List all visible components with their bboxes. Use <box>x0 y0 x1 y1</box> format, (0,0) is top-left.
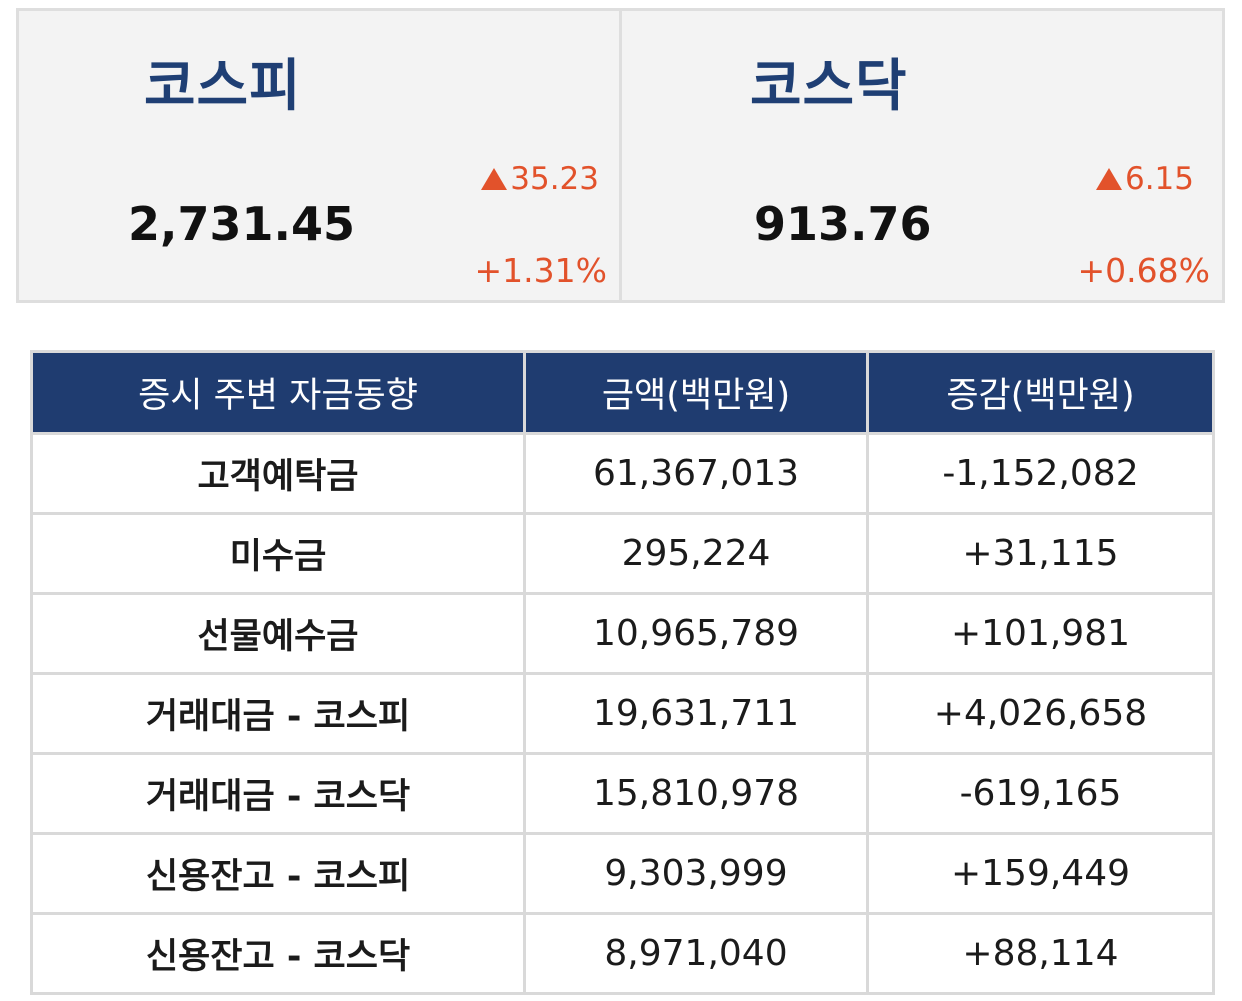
row-change: +31,115 <box>866 512 1215 595</box>
table-row: 거래대금 - 코스피 19,631,711 +4,026,658 <box>30 672 1215 755</box>
kospi-change: 35.23 <box>481 161 599 197</box>
fund-flow-table: 증시 주변 자금동향 금액(백만원) 증감(백만원) 고객예탁금 61,367,… <box>30 350 1215 995</box>
table-row: 신용잔고 - 코스닥 8,971,040 +88,114 <box>30 912 1215 995</box>
row-amount: 295,224 <box>523 512 869 595</box>
table-row: 선물예수금 10,965,789 +101,981 <box>30 592 1215 675</box>
kospi-change-value: 35.23 <box>510 161 599 197</box>
header-item: 증시 주변 자금동향 <box>30 350 526 435</box>
row-item: 선물예수금 <box>30 592 526 675</box>
row-item: 신용잔고 - 코스피 <box>30 832 526 915</box>
row-item: 거래대금 - 코스피 <box>30 672 526 755</box>
row-item: 거래대금 - 코스닥 <box>30 752 526 835</box>
header-change: 증감(백만원) <box>866 350 1215 435</box>
kospi-panel: 코스피 35.23 2,731.45 +1.31% <box>19 11 619 300</box>
row-change: -1,152,082 <box>866 432 1215 515</box>
table-row: 거래대금 - 코스닥 15,810,978 -619,165 <box>30 752 1215 835</box>
kospi-name: 코스피 <box>144 54 302 119</box>
row-amount: 19,631,711 <box>523 672 869 755</box>
row-amount: 8,971,040 <box>523 912 869 995</box>
kosdaq-percent: +0.68% <box>1077 251 1210 290</box>
row-item: 미수금 <box>30 512 526 595</box>
row-amount: 10,965,789 <box>523 592 869 675</box>
row-item: 신용잔고 - 코스닥 <box>30 912 526 995</box>
kosdaq-change: 6.15 <box>1095 161 1194 197</box>
up-triangle-icon <box>481 168 508 190</box>
kosdaq-panel: 코스닥 6.15 913.76 +0.68% <box>619 11 1222 300</box>
kosdaq-change-value: 6.15 <box>1124 161 1194 197</box>
row-amount: 9,303,999 <box>523 832 869 915</box>
header-amount: 금액(백만원) <box>523 350 869 435</box>
table-header-row: 증시 주변 자금동향 금액(백만원) 증감(백만원) <box>30 350 1215 435</box>
market-index-summary: 코스피 35.23 2,731.45 +1.31% 코스닥 6.15 913.7… <box>16 8 1225 303</box>
row-amount: 61,367,013 <box>523 432 869 515</box>
kosdaq-value: 913.76 <box>754 197 932 251</box>
row-item: 고객예탁금 <box>30 432 526 515</box>
row-change: -619,165 <box>866 752 1215 835</box>
kospi-value: 2,731.45 <box>128 197 355 251</box>
table-row: 미수금 295,224 +31,115 <box>30 512 1215 595</box>
up-triangle-icon <box>1095 168 1122 190</box>
kosdaq-name: 코스닥 <box>750 54 908 119</box>
row-change: +88,114 <box>866 912 1215 995</box>
row-change: +4,026,658 <box>866 672 1215 755</box>
row-change: +159,449 <box>866 832 1215 915</box>
row-amount: 15,810,978 <box>523 752 869 835</box>
table-row: 고객예탁금 61,367,013 -1,152,082 <box>30 432 1215 515</box>
kospi-percent: +1.31% <box>474 251 607 290</box>
table-row: 신용잔고 - 코스피 9,303,999 +159,449 <box>30 832 1215 915</box>
row-change: +101,981 <box>866 592 1215 675</box>
